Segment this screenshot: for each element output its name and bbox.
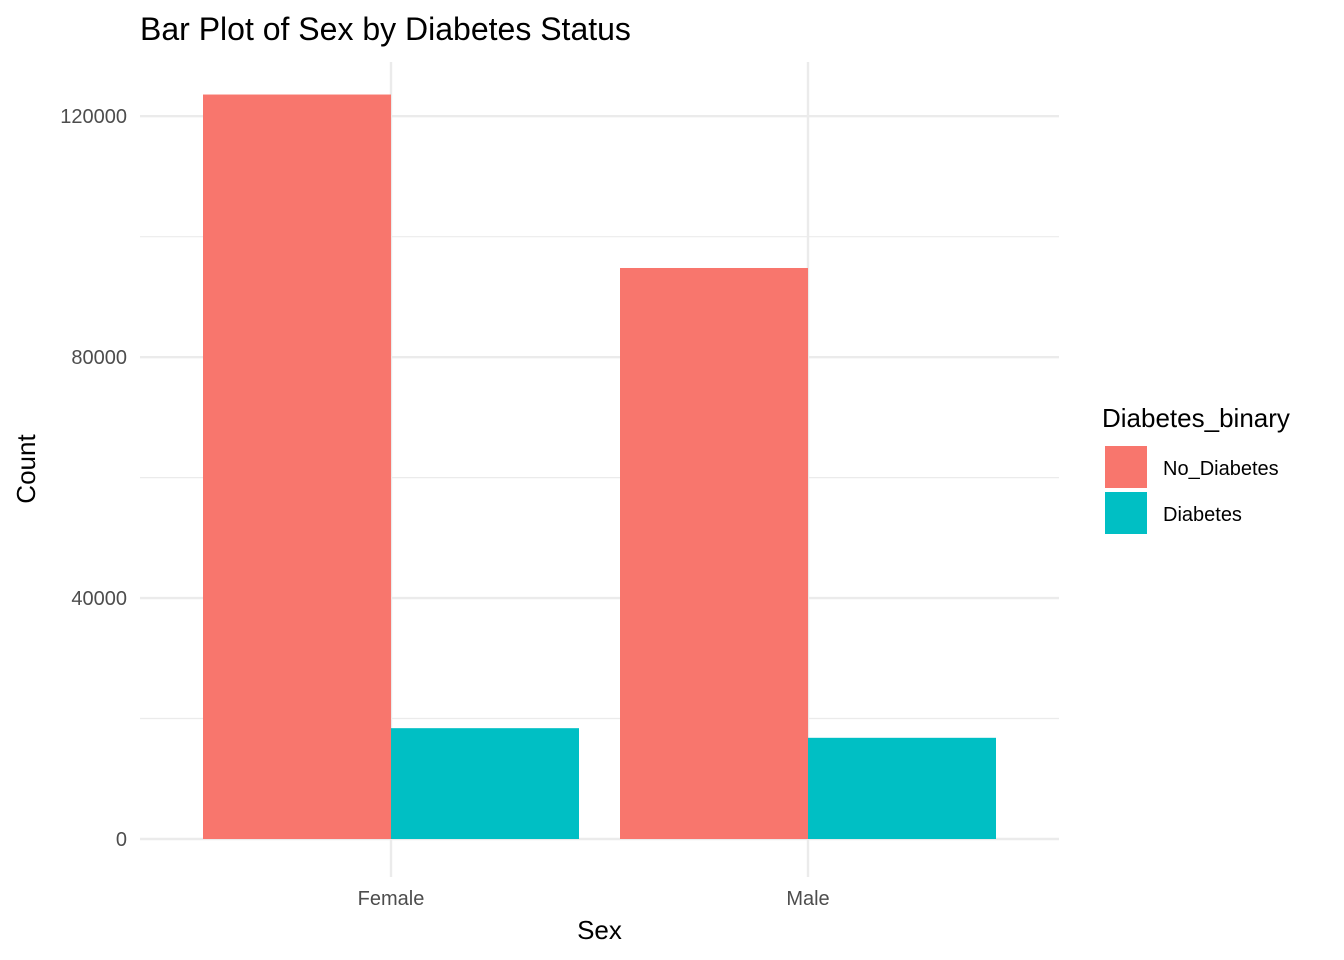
bar-female-diabetes bbox=[391, 728, 579, 839]
x-axis-title: Sex bbox=[577, 915, 622, 945]
y-tick-label: 0 bbox=[116, 829, 127, 851]
bars bbox=[203, 94, 996, 840]
x-tick-label: Female bbox=[358, 888, 425, 910]
legend-title: Diabetes_binary bbox=[1102, 403, 1290, 433]
y-tick-label: 40000 bbox=[71, 588, 127, 610]
legend: Diabetes_binary No_Diabetes Diabetes bbox=[1102, 403, 1290, 534]
legend-label: No_Diabetes bbox=[1163, 458, 1279, 480]
legend-key-diabetes bbox=[1105, 492, 1147, 534]
chart-title: Bar Plot of Sex by Diabetes Status bbox=[140, 11, 631, 47]
y-tick-label: 80000 bbox=[71, 347, 127, 369]
y-axis-title: Count bbox=[11, 434, 41, 504]
bar-male-diabetes bbox=[808, 737, 996, 839]
y-axis-ticks: 0 40000 80000 120000 bbox=[60, 106, 127, 851]
bar-male-no-diabetes bbox=[620, 267, 808, 839]
x-axis-ticks: Female Male bbox=[358, 888, 830, 910]
y-tick-label: 120000 bbox=[60, 106, 127, 128]
legend-key-no-diabetes bbox=[1105, 446, 1147, 488]
bar-female-no-diabetes bbox=[203, 94, 391, 840]
legend-label: Diabetes bbox=[1163, 504, 1242, 526]
x-tick-label: Male bbox=[786, 888, 829, 910]
